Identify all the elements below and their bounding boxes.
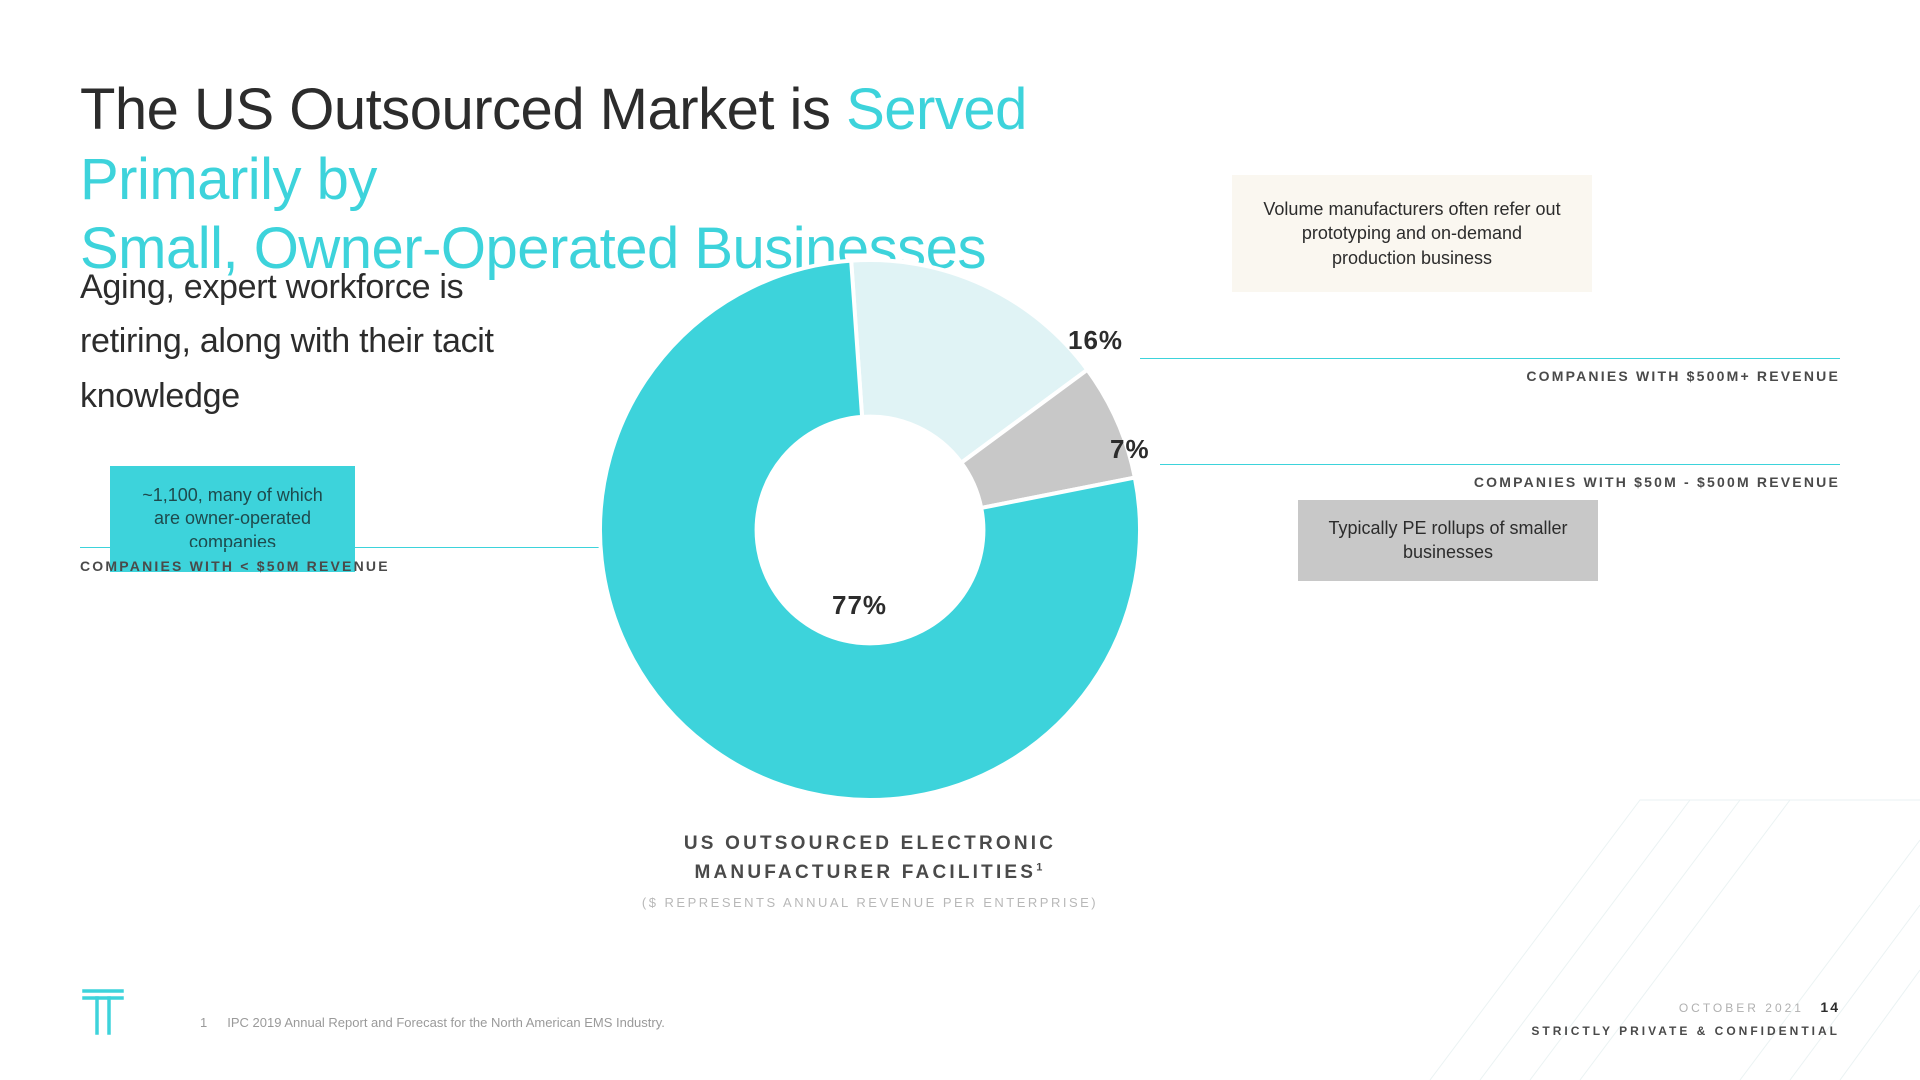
pct-label-large: 16% — [1068, 325, 1123, 356]
footnote: 1IPC 2019 Annual Report and Forecast for… — [200, 1015, 665, 1030]
category-large: COMPANIES WITH $500M+ REVENUE — [1526, 368, 1840, 384]
footer-date: OCTOBER 2021 — [1679, 1001, 1804, 1015]
title-part-dark: The US Outsourced Market is — [80, 77, 846, 142]
footer-confidential: STRICTLY PRIVATE & CONFIDENTIAL — [1531, 1023, 1840, 1040]
subtitle-text: Aging, expert workforce is retiring, alo… — [80, 260, 580, 423]
footer-page: 14 — [1820, 999, 1840, 1015]
rule-left — [80, 547, 605, 548]
callout-large-companies: Volume manufacturers often refer out pro… — [1232, 175, 1592, 292]
rule-right-mid — [1160, 464, 1840, 465]
chart-subtitle: ($ REPRESENTS ANNUAL REVENUE PER ENTERPR… — [640, 895, 1100, 910]
rule-right-top — [1140, 358, 1840, 359]
donut-chart — [590, 250, 1150, 810]
category-mid: COMPANIES WITH $50M - $500M REVENUE — [1474, 474, 1840, 490]
footer-meta: OCTOBER 2021 14 STRICTLY PRIVATE & CONFI… — [1531, 999, 1840, 1040]
chart-title: US OUTSOURCED ELECTRONIC MANUFACTURER FA… — [670, 830, 1070, 887]
callout-small-companies: ~1,100, many of which are owner-operated… — [110, 466, 355, 572]
pct-label-mid: 7% — [1110, 434, 1150, 465]
category-small: COMPANIES WITH < $50M REVENUE — [80, 558, 390, 574]
pct-label-small: 77% — [832, 590, 887, 621]
callout-mid-companies: Typically PE rollups of smaller business… — [1298, 500, 1598, 581]
brand-logo-icon — [80, 985, 126, 1042]
